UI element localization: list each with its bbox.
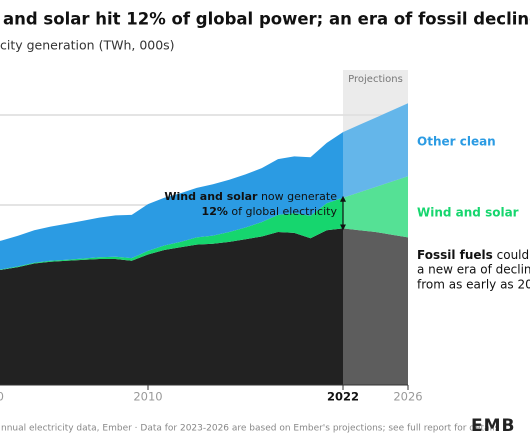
projection-overlay — [343, 70, 408, 385]
chart-title: and solar hit 12% of global power; an er… — [3, 10, 530, 29]
annotation-bold: Wind and solar — [164, 190, 258, 203]
annotation-bold: 12% — [202, 205, 228, 218]
area — [0, 103, 408, 270]
annotation-text: now generate — [257, 190, 337, 203]
annotation-text: of global electricity — [228, 205, 338, 218]
note: a new era of decline — [417, 263, 530, 277]
area — [0, 228, 408, 385]
x-tick-label: 2010 — [133, 390, 162, 404]
x-tick-label: 2022 — [327, 390, 359, 404]
note: from as early as 202 — [417, 278, 530, 292]
series-label: Wind and solar — [417, 206, 519, 220]
x-tick-label: 0 — [0, 390, 4, 404]
series-name: Fossil fuels — [417, 248, 493, 262]
footer: nnual electricity data, Ember · Data for… — [1, 424, 500, 434]
note: could be — [493, 248, 530, 262]
series-label: Other clean — [417, 135, 496, 149]
annotation: Wind and solar now generate — [164, 190, 337, 203]
chart-subtitle: city generation (TWh, 000s) — [0, 38, 175, 53]
x-tick-label: 2026 — [393, 390, 422, 404]
series-label: Fossil fuels could be — [417, 248, 530, 262]
logo: EMB — [471, 416, 516, 436]
area — [0, 176, 408, 270]
projection-label: Projections — [348, 74, 403, 85]
annotation: 12% of global electricity — [202, 205, 338, 218]
